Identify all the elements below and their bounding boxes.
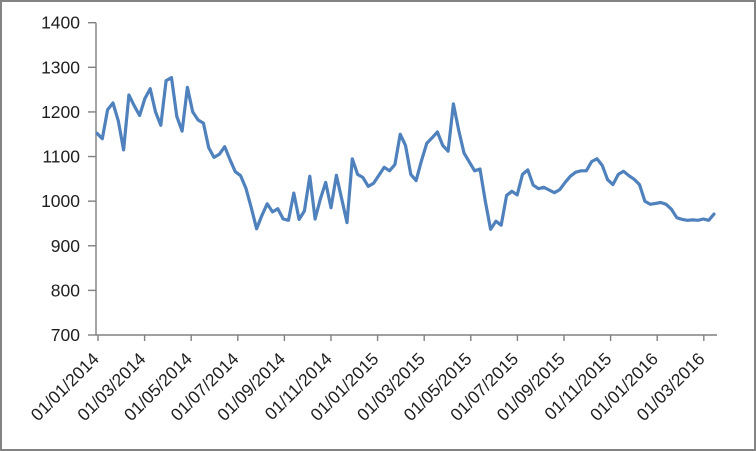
y-tick-label: 900 [51, 236, 80, 256]
y-tick-label: 700 [51, 325, 80, 345]
y-tick-label: 1100 [42, 147, 80, 167]
y-tick-label: 1400 [41, 13, 80, 33]
y-tick-label: 1300 [41, 57, 80, 77]
y-tick-label: 1200 [41, 102, 80, 122]
y-tick-label: 800 [51, 280, 80, 300]
y-tick-label: 1000 [41, 191, 80, 211]
data-series-line [95, 75, 716, 231]
